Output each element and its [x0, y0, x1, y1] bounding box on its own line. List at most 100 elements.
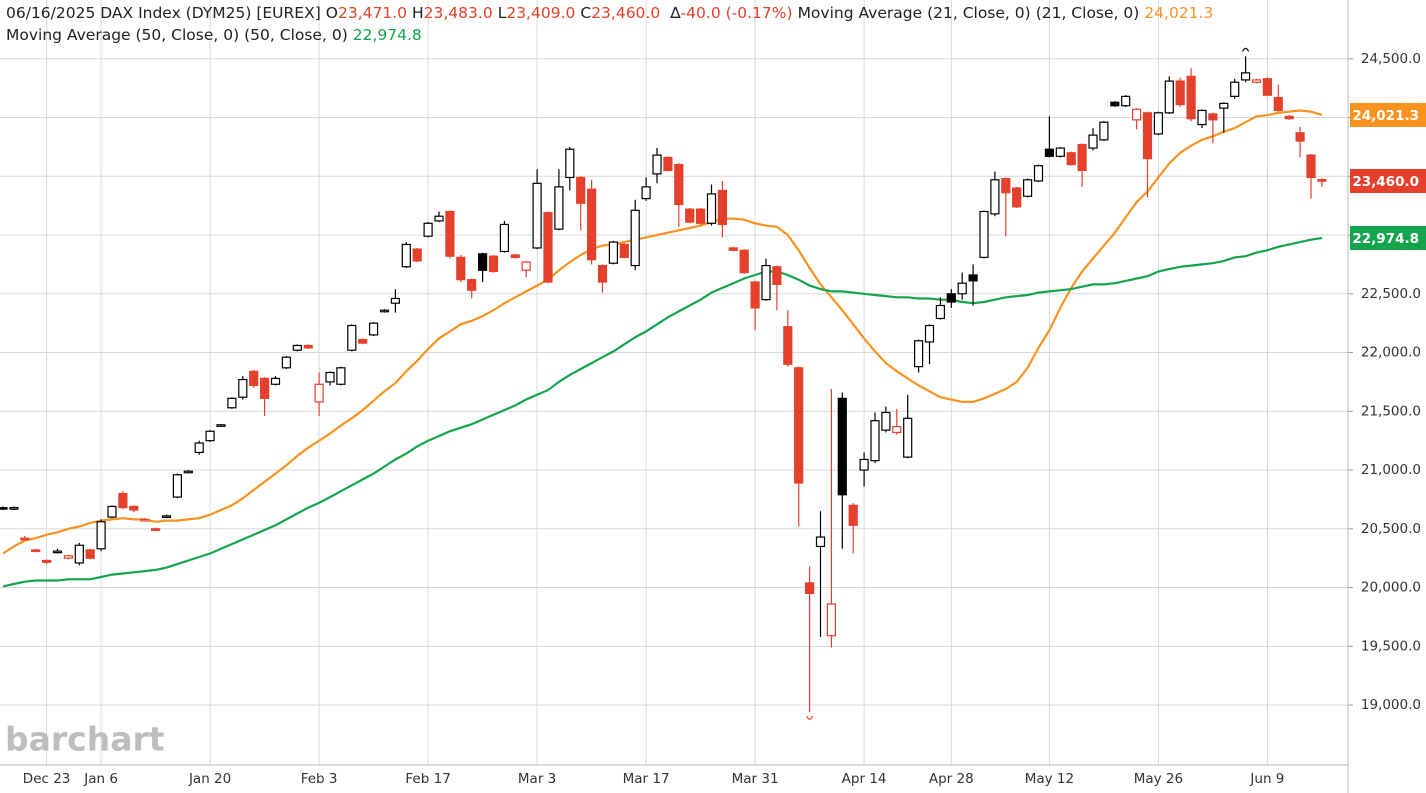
candle-body: [652, 154, 662, 175]
candle-body: [1153, 112, 1164, 135]
candle-body: [281, 356, 291, 369]
candle-body: [1295, 132, 1305, 142]
ohlc-value: 23,460.0: [591, 4, 661, 22]
header-line: Moving Average (50, Close, 0) (50, Close,…: [6, 24, 1218, 46]
x-tick-label: Apr 14: [842, 771, 887, 787]
candle-body: [521, 261, 531, 271]
candle-body: [532, 182, 542, 249]
candle-body: [456, 256, 466, 281]
price-badge: [1350, 103, 1426, 128]
candle-body: [685, 208, 695, 223]
candle-body: [31, 549, 41, 553]
candle-body: [543, 212, 553, 283]
candle-body: [794, 367, 804, 484]
candle-body: [1001, 178, 1011, 194]
ohlc-key: O: [325, 4, 338, 22]
ohlc-value: 23,471.0: [337, 4, 407, 22]
ma-params: (21, Close, 0): [1035, 4, 1140, 22]
candle-body: [151, 528, 161, 531]
candle-body: [903, 417, 913, 458]
candle-body: [1088, 134, 1098, 149]
candle-body: [1317, 179, 1327, 182]
candle-body: [706, 193, 717, 224]
candle-body: [1142, 112, 1153, 160]
y-tick-label: 21,000.0: [1361, 462, 1421, 478]
candle-body: [870, 420, 880, 462]
candle-body: [423, 222, 433, 237]
ohlc-key: C: [580, 4, 592, 22]
candle-body: [434, 215, 444, 222]
candle-body: [674, 163, 684, 206]
candle-body: [608, 241, 619, 264]
price-badge-label: 23,460.0: [1352, 174, 1419, 190]
candle-body: [401, 243, 411, 268]
candle-body: [1284, 115, 1294, 120]
candle-body: [172, 474, 182, 498]
candle-body: [728, 247, 738, 251]
candle-body: [238, 378, 248, 398]
candle-body: [924, 324, 935, 343]
y-tick-label: 20,000.0: [1361, 580, 1421, 596]
candle-body: [1251, 79, 1262, 83]
ma-params: (50, Close, 0): [244, 26, 348, 44]
price-badge-label: 22,974.8: [1352, 231, 1419, 247]
candle-body: [1262, 78, 1273, 96]
y-tick-label: 21,500.0: [1361, 403, 1421, 419]
candle-body: [913, 340, 924, 368]
candle-body: [216, 424, 226, 427]
candle-body: [1219, 102, 1229, 109]
candle-body: [1273, 96, 1283, 112]
candle-body: [249, 370, 259, 387]
candle-body: [303, 344, 313, 349]
low-marker: [806, 715, 814, 720]
x-tick-label: May 12: [1025, 771, 1074, 787]
candle-body: [641, 186, 651, 200]
candle-body: [1164, 80, 1174, 114]
y-tick-label: 22,500.0: [1361, 286, 1421, 302]
candle-body: [576, 176, 586, 204]
x-tick-label: May 26: [1134, 771, 1183, 787]
candle-body: [336, 367, 346, 385]
ma-label: Moving Average (21, Close, 0): [797, 4, 1031, 22]
x-tick-label: Dec 23: [23, 771, 71, 787]
candle-body: [837, 397, 847, 496]
ohlc-value: 23,409.0: [506, 4, 576, 22]
candle-body: [63, 555, 74, 559]
candle-body: [815, 536, 826, 548]
candle-body: [1077, 143, 1087, 171]
candle-body: [1121, 95, 1131, 107]
candle-body: [347, 324, 357, 351]
y-tick-label: 19,500.0: [1361, 638, 1421, 654]
candle-body: [205, 430, 215, 442]
candle-body: [499, 223, 509, 253]
candle-body: [717, 189, 728, 226]
candle-body: [183, 470, 193, 474]
candle-body: [695, 208, 706, 224]
candle-body: [1131, 108, 1142, 121]
candle-body: [783, 326, 793, 365]
candle-body: [957, 282, 967, 295]
candle-body: [379, 309, 390, 313]
ohlc-key: H: [412, 4, 424, 22]
candle-body: [968, 274, 978, 282]
moving-average-line: [2, 109, 1323, 555]
candle-body: [663, 156, 673, 171]
candle-body: [1044, 148, 1055, 157]
y-tick-label: 22,000.0: [1361, 345, 1421, 361]
candle-body: [772, 266, 782, 285]
candle-body: [478, 253, 488, 271]
x-tick-label: Jan 6: [83, 771, 118, 787]
candle-body: [194, 442, 204, 454]
candle-body: [1186, 75, 1196, 120]
x-tick-label: Jan 20: [188, 771, 231, 787]
candle-body: [946, 293, 956, 303]
candle-body: [881, 411, 891, 431]
candle-body: [1022, 179, 1033, 197]
candle-body: [129, 505, 139, 511]
y-tick-label: 20,500.0: [1361, 521, 1421, 537]
candle-body: [554, 186, 564, 230]
ma-value: 22,974.8: [352, 26, 422, 44]
candle-body: [1208, 113, 1218, 121]
header-line: 06/16/2025 DAX Index (DYM25) [EUREX] O23,…: [6, 2, 1218, 24]
candle-body: [227, 397, 237, 409]
